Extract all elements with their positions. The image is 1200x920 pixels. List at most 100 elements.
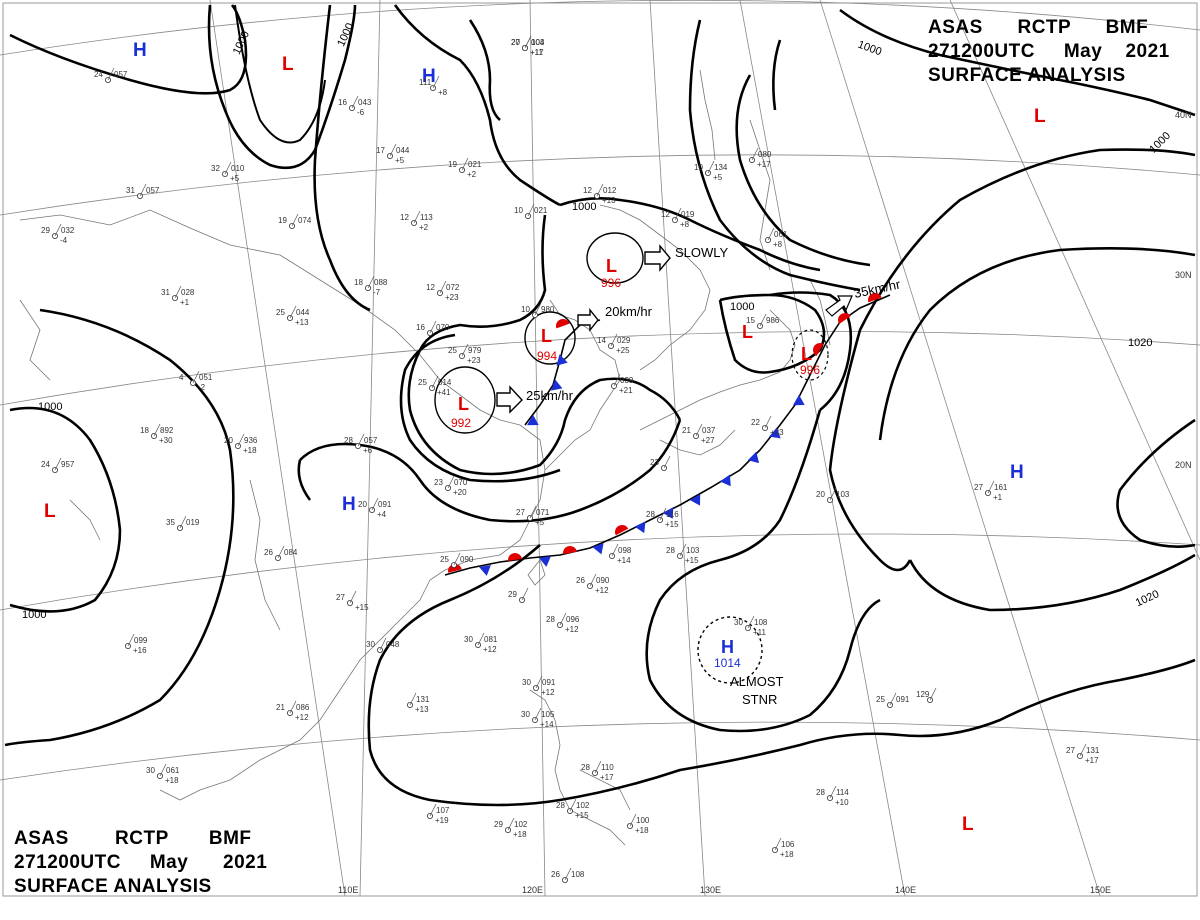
station-temperature: 27 [336, 593, 345, 602]
header-agency: ASAS [928, 17, 983, 38]
header-month: May [149, 852, 189, 873]
station-model: 20 936+18 [224, 433, 258, 455]
station-model: 16 070 [416, 320, 450, 336]
station-pressure: 090 [460, 555, 474, 564]
station-tendency: +10 [835, 798, 849, 807]
station-pressure: 091 [542, 678, 556, 687]
station-model: 100+18 [627, 813, 650, 835]
wind-barb [564, 867, 572, 881]
low-center-letter: L [801, 344, 812, 364]
wind-barb [429, 320, 437, 334]
station-model: 12 019+8 [661, 207, 695, 229]
isobar-label: 1000 [572, 201, 596, 213]
low-center-letter: L [44, 501, 56, 522]
lat-label-30n: 30N [1175, 270, 1192, 280]
station-model: 28 110+17 [581, 760, 614, 782]
station-temperature: 25 [876, 695, 885, 704]
station-pressure: 061 [166, 766, 180, 775]
station-pressure: 108 [754, 618, 768, 627]
station-temperature: 20 [511, 38, 520, 47]
station-tendency: +14 [617, 556, 631, 565]
station-tendency: +17 [1085, 756, 1099, 765]
motion-label-20kmhr: 20km/hr [605, 304, 653, 319]
isobar-label: 1000 [231, 29, 252, 56]
wind-barb [224, 161, 232, 175]
high-center-letter: H [1010, 462, 1024, 483]
station-pressure: 134 [714, 163, 728, 172]
station-tendency: +5 [713, 173, 723, 182]
isobar-label: 1000 [38, 401, 62, 413]
station-model: 080+17 [749, 147, 772, 169]
wind-barb [291, 213, 299, 227]
low-center-letter: L [282, 54, 294, 75]
station-model: 32 010+5 [211, 161, 245, 183]
station-temperature: 28 [666, 546, 675, 555]
isobar-label: 1000 [335, 21, 356, 48]
station-temperature: 12 [426, 283, 435, 292]
station-temperature: 25 [448, 346, 457, 355]
station-tendency: +23 [467, 356, 481, 365]
station-pressure: 102 [576, 801, 590, 810]
station-temperature: 14 [597, 336, 606, 345]
station-tendency: +41 [437, 388, 451, 397]
station-model: 28 057+6 [344, 433, 378, 455]
station-model: 27 161+1 [974, 480, 1008, 502]
low-center-letter: L [742, 322, 753, 342]
wind-barb [529, 505, 537, 519]
station-pressure: 012 [603, 186, 617, 195]
isobar-label: 1020 [1128, 337, 1152, 349]
station-temperature: 21 [682, 426, 691, 435]
station-tendency: +8 [773, 240, 783, 249]
station-tendency: +8 [680, 220, 690, 229]
station-model: 28 116+15 [646, 507, 679, 529]
wind-barb [747, 615, 755, 629]
low-center-value: 992 [451, 416, 471, 430]
station-tendency: +2 [419, 223, 429, 232]
lon-label-120e: 120E [522, 885, 543, 895]
station-tendency: +15 [685, 556, 699, 565]
station-tendency: -6 [357, 108, 365, 117]
station-temperature: 26 [264, 548, 273, 557]
station-temperature: 29 [41, 226, 50, 235]
station-tendency: +18 [165, 776, 179, 785]
station-tendency: +8 [438, 88, 448, 97]
map-frame [2, 2, 1198, 897]
station-model: 30 081+12 [464, 632, 498, 654]
wind-barb [767, 227, 775, 241]
cold-front-symbol [662, 507, 674, 519]
isobar-label: 1000 [856, 39, 883, 59]
wind-barb [54, 223, 62, 237]
station-temperature: 30 [522, 678, 531, 687]
low-center-letter: L [458, 394, 469, 414]
station-model: 22 +23 [751, 415, 784, 437]
wind-barb [559, 612, 567, 626]
station-tendency: +21 [619, 386, 633, 395]
station-pressure: 080 [758, 150, 772, 159]
station-model: 30 091+12 [522, 675, 556, 697]
lat-labels: 40N 30N 20N [1175, 110, 1192, 470]
wind-barb [751, 147, 759, 161]
high-center-letter: H [721, 637, 734, 657]
header-month: May [1063, 41, 1103, 62]
station-tendency: +18 [243, 446, 257, 455]
station-model: 061+8 [765, 227, 788, 249]
lat-label-20n: 20N [1175, 460, 1192, 470]
station-pressure: 103 [686, 546, 700, 555]
station-temperature: 35 [166, 518, 175, 527]
station-pressure: 004 [531, 38, 545, 47]
station-tendency: +14 [540, 720, 554, 729]
station-pressure: 161 [994, 483, 1008, 492]
warm-front-symbol [508, 553, 522, 561]
header-title: SURFACE ANALYSIS [14, 876, 212, 897]
isobar-label: 1000 [730, 301, 754, 313]
station-temperature: 28 [344, 436, 353, 445]
station-temperature: 31 [126, 186, 135, 195]
lon-label-130e: 130E [700, 885, 721, 895]
station-model: 129 [916, 687, 937, 704]
wind-barb [447, 475, 455, 489]
station-tendency: +27 [701, 436, 715, 445]
station-temperature: 28 [816, 788, 825, 797]
station-tendency: +12 [595, 586, 609, 595]
wind-barb [629, 813, 637, 827]
station-pressure: 116 [666, 510, 679, 519]
